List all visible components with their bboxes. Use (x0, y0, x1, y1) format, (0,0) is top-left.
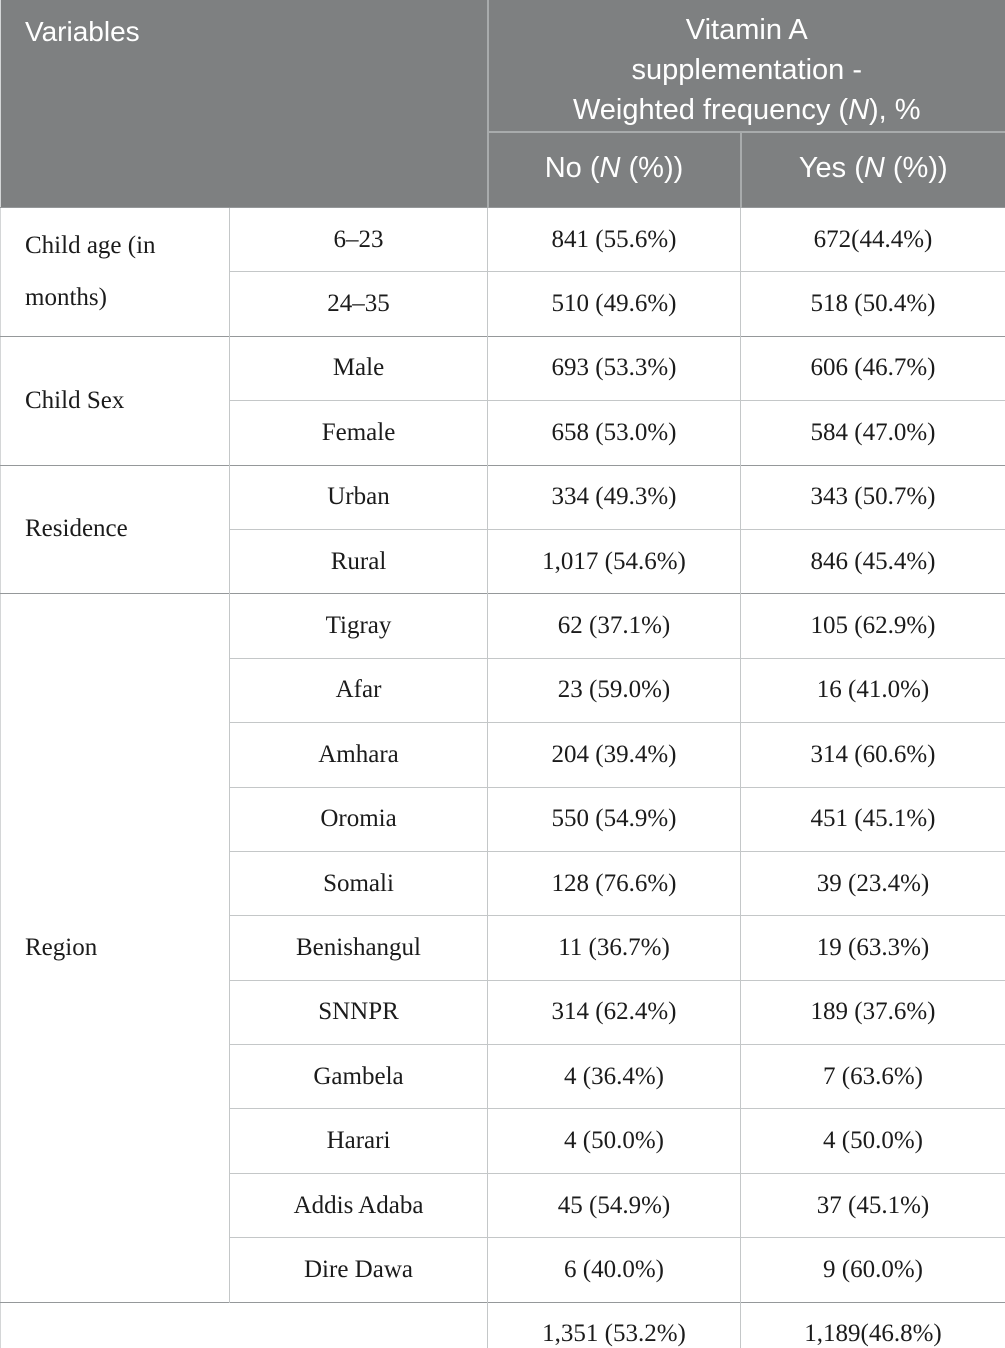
no-value-cell: 62 (37.1%) (487, 593, 741, 659)
no-value-cell: 128 (76.6%) (487, 850, 741, 916)
variable-cell: Residence (0, 464, 230, 594)
yes-value-cell: 16 (41.0%) (739, 657, 1005, 723)
no-value-cell: 841 (55.6%) (487, 206, 741, 272)
no-value-cell: 314 (62.4%) (487, 979, 741, 1045)
category-cell: Somali (229, 850, 488, 916)
yes-value-cell: 105 (62.9%) (739, 593, 1005, 659)
table-row: Benishangul 11 (36.7%) 19 (63.3%) (1, 915, 1005, 981)
no-value-cell: 23 (59.0%) (487, 657, 741, 723)
yes-value-cell: 846 (45.4%) (739, 528, 1005, 594)
category-cell: Oromia (229, 786, 488, 852)
category-cell: Male (229, 335, 488, 401)
table-row: Addis Adaba 45 (54.9%) 37 (45.1%) (1, 1172, 1005, 1238)
variable-cell: Child age (in months) (0, 207, 230, 337)
table-row: Oromia 550 (54.9%) 451 (45.1%) (1, 786, 1005, 852)
category-cell: Female (229, 400, 488, 466)
no-value-cell: 45 (54.9%) (487, 1172, 741, 1238)
no-value-cell: 1,017 (54.6%) (487, 528, 741, 594)
category-cell: Gambela (229, 1044, 488, 1109)
yes-value-cell: 584 (47.0%) (739, 400, 1005, 466)
category-cell: Benishangul (229, 915, 488, 981)
variable-cell: Region (0, 593, 230, 1303)
yes-value-cell: 518 (50.4%) (739, 271, 1005, 337)
no-column-header: No (N (%)) (486, 132, 741, 208)
table-row: Region Tigray 62 (37.1%) 105 (62.9%) (0, 593, 1005, 1303)
table-row: Female 658 (53.0%) 584 (47.0%) (1, 400, 1005, 466)
total-row: 1,351 (53.2%) 1,189(46.8%) (0, 1301, 1005, 1348)
yes-value-cell: 314 (60.6%) (739, 722, 1005, 788)
category-cell: Rural (229, 528, 488, 594)
total-no-value-cell: 1,351 (53.2%) (487, 1301, 741, 1348)
no-value-cell: 334 (49.3%) (487, 464, 741, 530)
yes-value-cell: 606 (46.7%) (739, 335, 1005, 401)
yes-value-cell: 672(44.4%) (739, 206, 1005, 272)
total-yes-value-cell: 1,189(46.8%) (739, 1301, 1005, 1348)
table-row: Rural 1,017 (54.6%) 846 (45.4%) (1, 528, 1005, 594)
category-cell: 6–23 (229, 206, 488, 272)
total-label-cell (0, 1301, 488, 1348)
category-cell: Afar (229, 657, 488, 723)
table-row: Gambela 4 (36.4%) 7 (63.6%) (1, 1044, 1005, 1109)
category-cell: SNNPR (229, 979, 488, 1045)
category-cell: Addis Adaba (229, 1172, 488, 1238)
table-row: Amhara 204 (39.4%) 314 (60.6%) (1, 722, 1005, 788)
yes-value-cell: 9 (60.0%) (739, 1237, 1005, 1303)
category-cell: Tigray (229, 593, 488, 659)
no-value-cell: 204 (39.4%) (487, 722, 741, 788)
table-row: Somali 128 (76.6%) 39 (23.4%) (1, 850, 1005, 916)
no-value-cell: 4 (36.4%) (487, 1044, 741, 1109)
yes-value-cell: 343 (50.7%) (739, 464, 1005, 530)
yes-value-cell: 37 (45.1%) (739, 1172, 1005, 1238)
header-row-sub: No (N (%)) Yes (N (%)) (1, 132, 1005, 208)
table-row: Harari 4 (50.0%) 4 (50.0%) (1, 1108, 1005, 1174)
no-value-cell: 693 (53.3%) (487, 335, 741, 401)
no-value-cell: 4 (50.0%) (487, 1108, 741, 1174)
table-row: SNNPR 314 (62.4%) 189 (37.6%) (1, 979, 1005, 1045)
table-row: Afar 23 (59.0%) 16 (41.0%) (1, 657, 1005, 723)
no-value-cell: 11 (36.7%) (487, 915, 741, 981)
table-row: Dire Dawa 6 (40.0%) 9 (60.0%) (1, 1237, 1005, 1303)
no-value-cell: 658 (53.0%) (487, 400, 741, 466)
yes-value-cell: 7 (63.6%) (739, 1044, 1005, 1109)
yes-value-cell: 39 (23.4%) (739, 850, 1005, 916)
category-cell: Urban (229, 464, 488, 530)
no-value-cell: 6 (40.0%) (487, 1237, 741, 1303)
table-row: Child age (in months) 6–23 841 (55.6%) 672(… (0, 206, 1005, 337)
no-value-cell: 550 (54.9%) (487, 786, 741, 852)
variable-cell: Child Sex (0, 335, 230, 466)
table-row: Child Sex Male 693 (53.3%) 606 (46.7%) (0, 335, 1005, 466)
category-cell: Harari (229, 1108, 488, 1174)
yes-value-cell: 19 (63.3%) (739, 915, 1005, 981)
no-value-cell: 510 (49.6%) (487, 271, 741, 337)
variables-column-header: Variables (0, 0, 488, 208)
category-cell: 24–35 (229, 271, 488, 337)
yes-value-cell: 451 (45.1%) (739, 786, 1005, 852)
yes-value-cell: 4 (50.0%) (739, 1108, 1005, 1174)
table-row: Residence Urban 334 (49.3%) 343 (50.7%) (0, 464, 1005, 594)
yes-value-cell: 189 (37.6%) (739, 979, 1005, 1045)
table-row: 24–35 510 (49.6%) 518 (50.4%) (1, 271, 1005, 337)
category-cell: Dire Dawa (229, 1237, 488, 1303)
category-cell: Amhara (229, 722, 488, 788)
table-body: Child age (in months) 6–23 841 (55.6%) 672(… (0, 206, 1005, 1348)
yes-column-header: Yes (N (%)) (739, 132, 1005, 208)
